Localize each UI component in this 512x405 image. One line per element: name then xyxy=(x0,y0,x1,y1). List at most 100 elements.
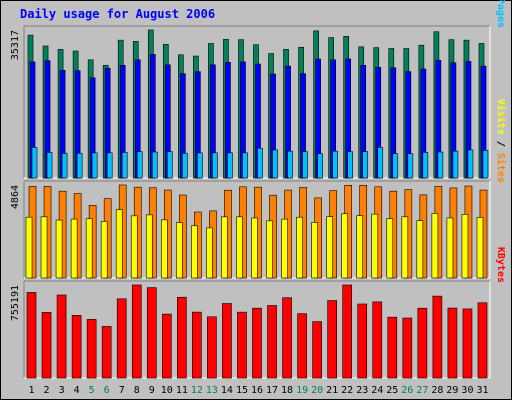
x-tick-label: 10 xyxy=(161,385,173,396)
y-max-label: 35317 xyxy=(10,30,21,60)
x-tick-label: 3 xyxy=(59,385,65,396)
bar-kbytes-day-18 xyxy=(282,297,292,379)
bar-pages-day-29 xyxy=(452,150,459,179)
bar-visits-day-13 xyxy=(206,227,213,279)
x-tick-label: 20 xyxy=(311,385,323,396)
panel-legend-label: Visits / Sites xyxy=(495,99,507,183)
bar-kbytes-day-13 xyxy=(207,316,217,379)
bar-pages-day-5 xyxy=(91,152,98,179)
bar-pages-day-26 xyxy=(407,153,414,179)
bar-visits-day-21 xyxy=(326,216,333,279)
bar-visits-day-22 xyxy=(341,213,349,279)
bar-kbytes-day-12 xyxy=(192,311,202,379)
bar-visits-day-18 xyxy=(281,218,288,279)
x-tick-label: 24 xyxy=(371,385,383,396)
bar-visits-day-28 xyxy=(431,213,439,279)
bar-pages-day-3 xyxy=(61,152,68,179)
x-tick-label: 11 xyxy=(176,385,188,396)
x-tick-label: 26 xyxy=(401,385,413,396)
bar-pages-day-20 xyxy=(317,153,323,179)
bar-kbytes-day-23 xyxy=(357,303,368,379)
bar-pages-day-27 xyxy=(422,152,429,179)
bar-visits-day-14 xyxy=(221,216,228,279)
bar-pages-day-23 xyxy=(362,151,369,179)
bar-kbytes-day-25 xyxy=(387,316,398,379)
bar-visits-day-24 xyxy=(371,213,379,279)
x-tick-label: 12 xyxy=(191,385,203,396)
x-tick-label: 27 xyxy=(416,385,428,396)
panel-1: 35317 Hits / Files / Pages xyxy=(10,0,506,179)
bar-kbytes-day-29 xyxy=(447,307,458,379)
bar-kbytes-day-20 xyxy=(312,321,322,379)
bar-pages-day-14 xyxy=(227,152,233,179)
bar-visits-day-16 xyxy=(251,217,258,279)
bar-visits-day-4 xyxy=(70,218,78,279)
x-tick-label: 31 xyxy=(476,385,488,396)
bar-pages-day-8 xyxy=(136,151,143,179)
bar-visits-day-31 xyxy=(476,217,484,279)
bar-visits-day-29 xyxy=(446,217,454,279)
chart-title: Daily usage for August 2006 xyxy=(20,7,215,21)
bar-kbytes-day-8 xyxy=(131,284,142,379)
panel-legend-label: KBytes xyxy=(495,247,506,283)
bar-visits-day-30 xyxy=(461,214,469,279)
x-axis-labels: 1 2 3 4 5 6 7 8 9 10 11 12 13 14 15 16 17 18 19 20 21 22 23 24 2… xyxy=(29,385,489,396)
legend-pages: Pages xyxy=(495,0,506,28)
bar-kbytes-day-14 xyxy=(222,303,232,379)
bar-pages-day-19 xyxy=(302,151,308,179)
bar-pages-day-10 xyxy=(166,151,173,179)
y-max-label: 755191 xyxy=(10,285,21,321)
bar-kbytes-day-9 xyxy=(146,287,157,379)
x-tick-label: 30 xyxy=(461,385,473,396)
bar-kbytes-day-31 xyxy=(477,302,488,379)
bar-kbytes-day-19 xyxy=(297,313,307,379)
x-tick-label: 1 xyxy=(29,385,35,396)
legend-visits: Visits xyxy=(495,99,507,135)
bar-pages-day-4 xyxy=(76,152,83,179)
legend-kbytes: KBytes xyxy=(495,247,506,283)
x-tick-label: 25 xyxy=(386,385,398,396)
x-tick-label: 9 xyxy=(149,385,155,396)
x-tick-label: 15 xyxy=(236,385,248,396)
bar-kbytes-day-30 xyxy=(462,308,473,379)
x-tick-label: 23 xyxy=(356,385,368,396)
x-tick-label: 17 xyxy=(266,385,278,396)
x-tick-label: 22 xyxy=(341,385,353,396)
bar-visits-day-8 xyxy=(130,215,138,279)
bar-visits-day-6 xyxy=(100,221,108,279)
bar-pages-day-31 xyxy=(482,150,489,179)
bar-pages-day-15 xyxy=(242,152,248,179)
bar-pages-day-22 xyxy=(347,151,354,179)
bar-kbytes-day-10 xyxy=(161,313,172,379)
bar-visits-day-2 xyxy=(40,216,48,279)
bar-kbytes-day-27 xyxy=(417,307,428,379)
bar-pages-day-9 xyxy=(151,151,158,179)
bar-pages-day-16 xyxy=(257,147,263,179)
x-tick-label: 14 xyxy=(221,385,233,396)
bar-kbytes-day-24 xyxy=(372,301,383,379)
x-tick-label: 19 xyxy=(296,385,308,396)
bar-pages-day-12 xyxy=(197,152,203,179)
x-tick-label: 21 xyxy=(326,385,338,396)
bar-pages-day-17 xyxy=(272,149,278,179)
bar-kbytes-day-28 xyxy=(432,295,443,379)
x-tick-label: 2 xyxy=(44,385,50,396)
bar-pages-day-25 xyxy=(392,153,399,179)
bar-kbytes-day-21 xyxy=(327,300,337,379)
bar-pages-day-2 xyxy=(46,152,53,179)
bar-visits-day-27 xyxy=(416,220,424,279)
bar-visits-day-3 xyxy=(55,219,63,279)
x-tick-label: 8 xyxy=(134,385,140,396)
bar-pages-day-18 xyxy=(287,150,293,179)
bar-kbytes-day-3 xyxy=(56,294,67,379)
bar-pages-day-7 xyxy=(121,152,128,179)
x-tick-label: 4 xyxy=(74,385,80,396)
bar-pages-day-1 xyxy=(31,147,38,179)
bar-kbytes-day-6 xyxy=(101,326,112,379)
bar-visits-day-5 xyxy=(85,218,93,279)
bar-visits-day-12 xyxy=(191,225,198,279)
bar-visits-day-9 xyxy=(145,214,153,279)
bar-kbytes-day-11 xyxy=(177,296,187,379)
